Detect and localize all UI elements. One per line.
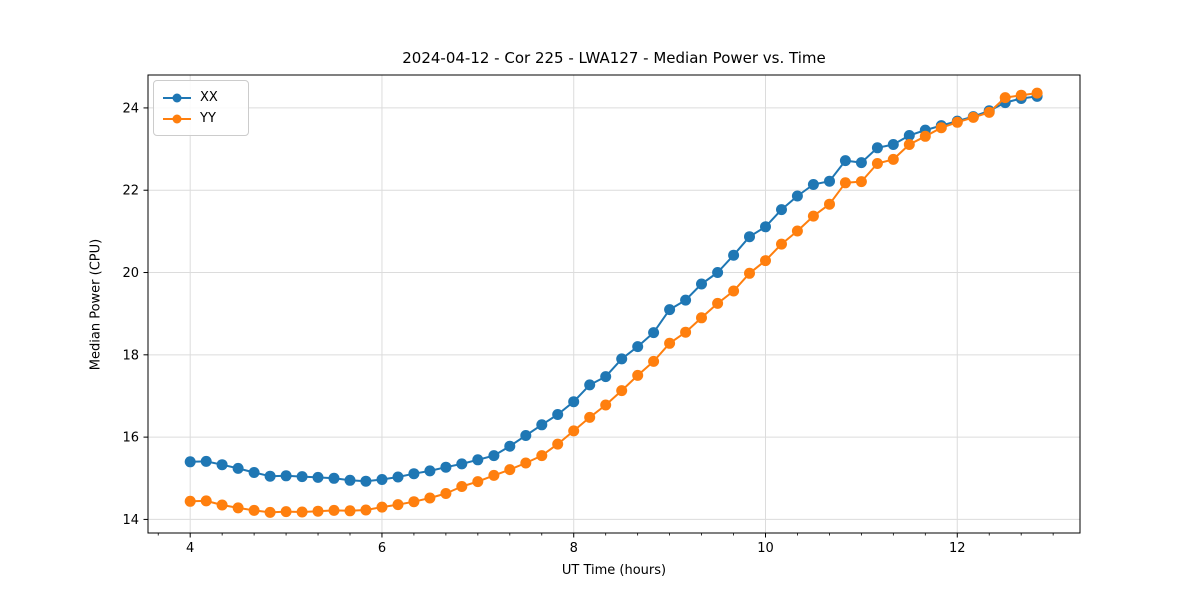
svg-text:14: 14	[122, 513, 139, 528]
legend-item-yy: YY	[162, 108, 238, 129]
legend-label-xx: XX	[200, 89, 218, 105]
svg-text:24: 24	[122, 101, 139, 116]
svg-text:22: 22	[122, 184, 139, 199]
chart-title: 2024-04-12 - Cor 225 - LWA127 - Median P…	[402, 49, 826, 67]
x-axis-label: UT Time (hours)	[561, 563, 667, 578]
legend-label-yy: YY	[200, 110, 216, 126]
svg-text:8: 8	[570, 541, 578, 556]
y-axis-label: Median Power (CPU)	[88, 238, 104, 371]
legend-item-xx: XX	[162, 87, 238, 108]
svg-text:16: 16	[122, 431, 139, 446]
svg-text:20: 20	[122, 266, 139, 281]
svg-text:4: 4	[186, 541, 194, 556]
svg-text:18: 18	[122, 348, 139, 363]
legend: XX YY	[153, 80, 249, 136]
xx-line-marker-icon	[163, 93, 191, 102]
svg-text:12: 12	[949, 541, 966, 556]
svg-text:6: 6	[378, 541, 386, 556]
svg-text:10: 10	[757, 541, 774, 556]
yy-line-marker-icon	[163, 114, 191, 123]
